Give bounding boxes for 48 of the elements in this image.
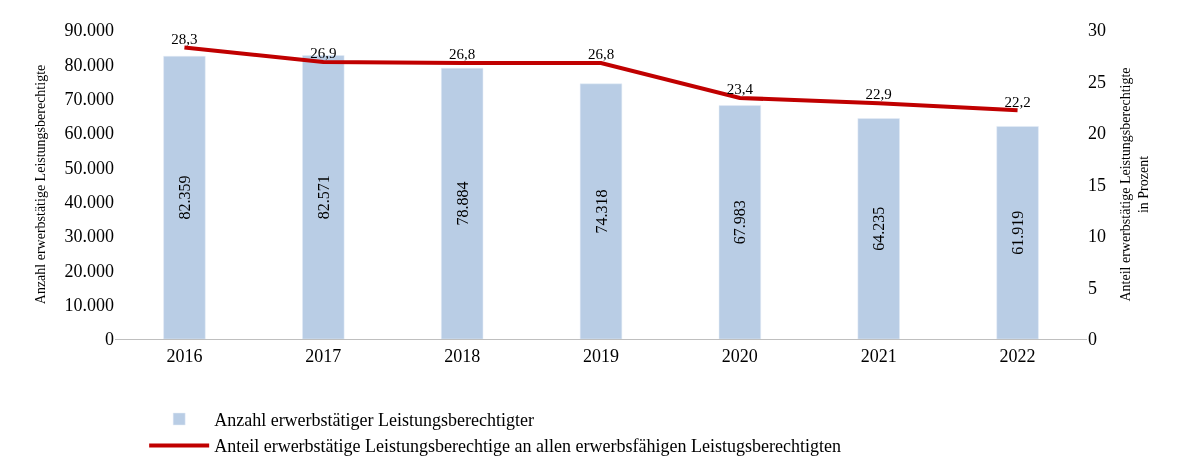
y-tick-label: 60.000 [64,123,114,144]
legend-label: Anteil erwerbstätige Leistungsberechtige an allen erwerbsfähigen Leistugsberechtigten [214,436,841,457]
y2-tick-label: 5 [1088,277,1097,298]
y2-tick-label: 10 [1088,226,1106,247]
y2-tick-label: 25 [1088,71,1106,92]
data-label: 26,8 [587,46,615,63]
x-tick-label: 2021 [860,345,897,366]
y-tick-label: 90.000 [64,20,114,41]
x-tick-label: 2016 [166,345,203,366]
data-label: 28,3 [171,30,198,47]
y2-axis-title: Anteil erwerbstätige Leistungsberechtigte in Prozent [1118,67,1152,302]
data-label: 74.318 [592,189,610,234]
data-label: 82.571 [314,175,332,220]
y2-tick-label: 0 [1088,329,1097,350]
data-label: 23,4 [726,81,754,98]
data-label: 61.919 [1009,210,1027,255]
y-axis-title: Anzahl erwerbstätige Leistungsberechtigte [33,64,49,305]
y-tick-label: 50.000 [64,157,114,178]
x-tick-label: 2022 [999,345,1036,366]
y-tick-label: 10.000 [64,294,114,315]
x-tick-label: 2017 [305,345,342,366]
x-tick-label: 2019 [583,345,619,366]
bar [718,105,761,339]
data-label: 22,9 [865,86,892,103]
y-tick-label: 40.000 [64,191,114,212]
bar [163,55,206,339]
x-tick-label: 2018 [444,345,481,366]
data-label: 26,8 [449,46,476,63]
y-tick-label: 80.000 [64,54,114,75]
y2-tick-label: 15 [1088,174,1106,195]
data-label: 78.884 [453,181,471,226]
bar [996,126,1039,339]
y2-tick-label: 20 [1088,123,1106,144]
y-tick-label: 70.000 [64,88,114,109]
x-tick-label: 2020 [721,345,758,366]
data-label: 64.235 [870,206,888,251]
y-tick-label: 0 [105,329,114,350]
data-label: 82.359 [175,175,193,220]
bar [857,118,900,339]
bar [579,83,623,339]
y-tick-label: 20.000 [64,260,114,281]
legend-label: Anzahl erwerbstätiger Leistungsberechtigter [214,410,535,431]
data-label: 26,9 [310,45,337,62]
y-tick-label: 30.000 [64,226,114,247]
y2-tick-label: 30 [1088,20,1106,41]
bar [441,67,484,339]
data-label: 67.983 [731,200,749,245]
data-label: 22,2 [1004,93,1031,110]
